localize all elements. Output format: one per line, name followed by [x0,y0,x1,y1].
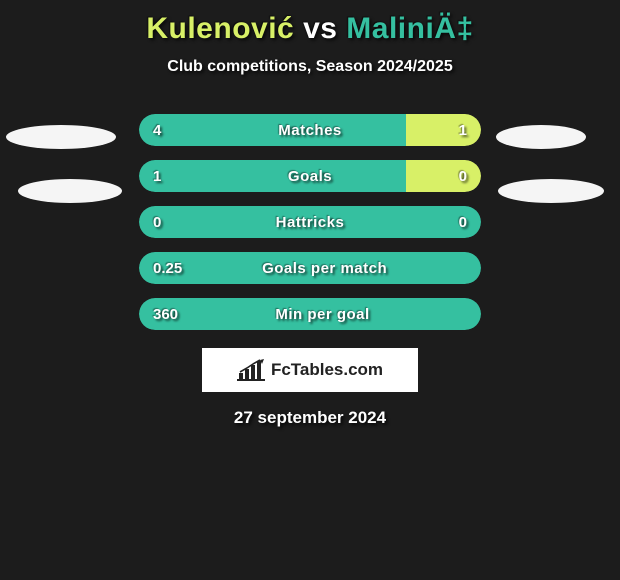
stat-label: Goals [161,168,458,185]
stat-left-value: 1 [153,168,161,185]
stat-row: 0Hattricks0 [139,206,481,238]
stat-overlay: 1Goals0 [139,160,481,192]
stat-label: Goals per match [182,260,467,277]
subtitle: Club competitions, Season 2024/2025 [0,58,620,76]
placeholder-ellipse [498,179,604,203]
stat-overlay: 4Matches1 [139,114,481,146]
stat-row: 1Goals0 [139,160,481,192]
stat-label: Hattricks [161,214,458,231]
stat-right-value: 0 [459,214,467,231]
bar-chart-icon [237,359,265,381]
stat-overlay: 360Min per goal [139,298,481,330]
title-player1: Kulenović [146,12,294,45]
page-title: Kulenović vs MaliniÄ‡ [0,0,620,46]
stat-left-value: 360 [153,306,178,323]
placeholder-ellipse [6,125,116,149]
stat-label: Matches [161,122,458,139]
fctables-logo: FcTables.com [202,348,418,392]
stat-left-value: 0.25 [153,260,182,277]
stat-row: 4Matches1 [139,114,481,146]
placeholder-ellipse [496,125,586,149]
stat-row: 0.25Goals per match [139,252,481,284]
logo-text: FcTables.com [271,360,383,380]
date-text: 27 september 2024 [0,408,620,428]
stat-row: 360Min per goal [139,298,481,330]
placeholder-ellipse [18,179,122,203]
title-player2: MaliniÄ‡ [346,12,473,45]
stat-left-value: 0 [153,214,161,231]
stat-overlay: 0.25Goals per match [139,252,481,284]
stat-overlay: 0Hattricks0 [139,206,481,238]
stat-right-value: 0 [459,168,467,185]
stat-label: Min per goal [178,306,467,323]
stat-right-value: 1 [459,122,467,139]
title-vs: vs [294,12,346,45]
stat-left-value: 4 [153,122,161,139]
